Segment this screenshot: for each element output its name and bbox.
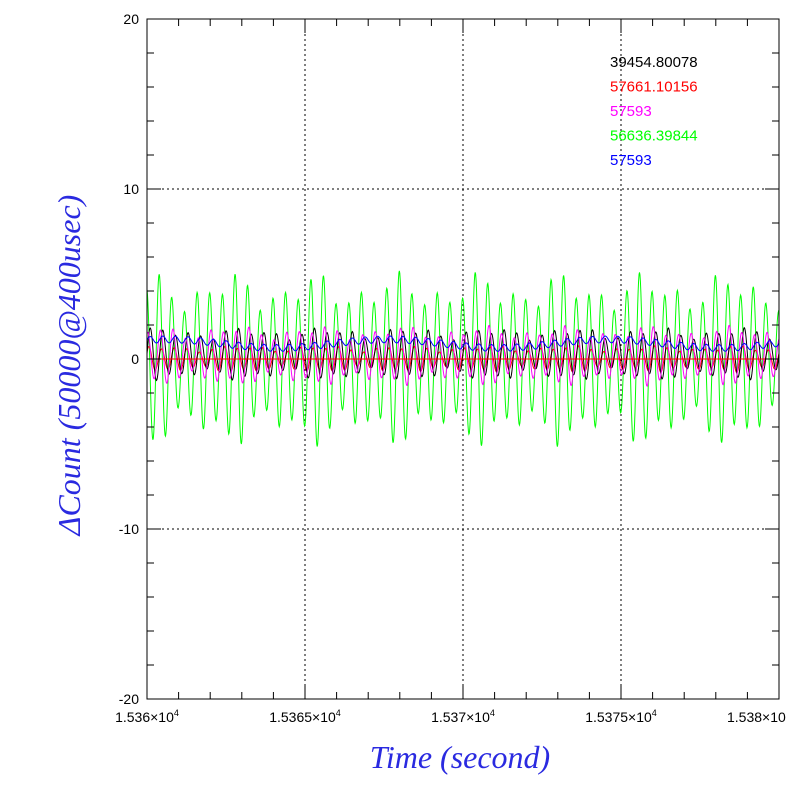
x-tick-label: 1.536×104 [115, 708, 179, 725]
legend-entry: 56636.39844 [610, 128, 698, 145]
plot-series [146, 270, 780, 447]
series-line [146, 335, 780, 352]
legend-entry: 39454.80078 [610, 54, 698, 71]
series-line [146, 324, 780, 387]
y-tick-label: 20 [123, 11, 139, 27]
y-axis-title: ΔCount (50000@400usec) [51, 195, 87, 538]
x-tick-label: 1.538×10 [727, 709, 786, 725]
series-line [146, 270, 780, 447]
y-tick-labels: -20 -10 0 10 20 [119, 11, 139, 707]
x-tick-label: 1.5365×104 [269, 708, 341, 725]
x-tick-labels: 1.536×104 1.5365×104 1.537×104 1.5375×104 1.… [115, 708, 786, 725]
y-tick-label: 10 [123, 181, 139, 197]
x-tick-label: 1.5375×104 [585, 708, 657, 725]
x-tick-label: 1.537×104 [431, 708, 495, 725]
y-tick-label: 0 [131, 351, 139, 367]
y-tick-label: -20 [119, 691, 139, 707]
legend: 39454.80078 57661.10156 57593 56636.39844 57… [610, 54, 698, 169]
legend-entry: 57593 [610, 103, 652, 120]
series-line [146, 326, 780, 382]
legend-entry: 57593 [610, 152, 652, 169]
axis-ticks [146, 18, 780, 700]
y-tick-label: -10 [119, 521, 139, 537]
x-axis-title: Time (second) [370, 739, 550, 775]
legend-entry: 57661.10156 [610, 79, 698, 96]
